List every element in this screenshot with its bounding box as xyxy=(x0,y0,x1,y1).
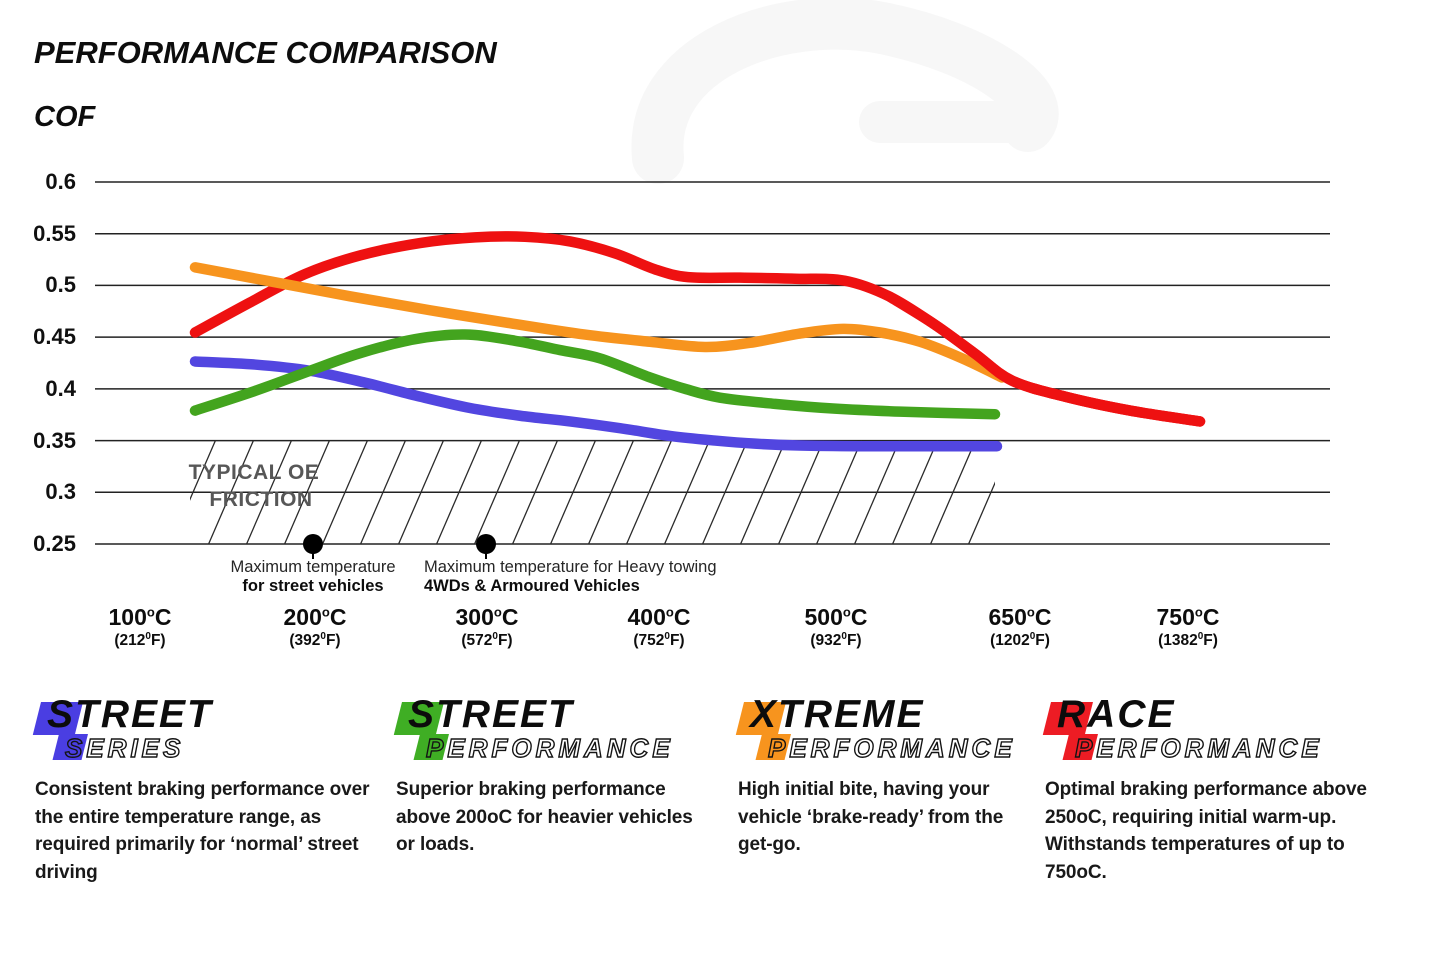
y-tick-label: 0.3 xyxy=(45,479,76,505)
page-title: PERFORMANCE COMPARISON xyxy=(34,35,497,70)
product-card-race-performance: RACE PERFORMANCE Optimal braking perform… xyxy=(1042,693,1385,886)
product-description: Optimal braking performance above 250oC,… xyxy=(1045,779,1367,883)
max-temp-marker xyxy=(476,534,496,554)
series-race-performance xyxy=(884,291,1206,427)
product-description: Consistent braking performance over the … xyxy=(35,779,370,883)
y-axis-title: COF xyxy=(34,101,96,133)
annotation-line2: 4WDs & Armoured Vehicles xyxy=(424,577,640,595)
logo-line2: SERIES xyxy=(64,732,185,763)
product-card-street-performance: STREET PERFORMANCE Superior braking perf… xyxy=(393,693,736,859)
logo-line2: PERFORMANCE xyxy=(1074,732,1323,763)
x-tick-label: 400oC (7520F) xyxy=(627,604,691,650)
product-card-xtreme-performance: XTREME PERFORMANCE High initial bite, ha… xyxy=(735,693,1078,859)
xtreme-performance-logo: XTREME PERFORMANCE xyxy=(735,693,1078,764)
street-performance-logo: STREET PERFORMANCE xyxy=(393,693,736,764)
y-tick-label: 0.5 xyxy=(45,272,76,298)
logo-line1: XTREME xyxy=(750,693,925,736)
product-description: Superior braking performance above 200oC… xyxy=(396,779,693,855)
oe-label-line1: TYPICAL OE xyxy=(188,461,320,484)
y-tick-label: 0.6 xyxy=(45,169,76,194)
oe-friction-label: TYPICAL OE FRICTION xyxy=(183,459,325,513)
logo-line1: STREET xyxy=(408,693,574,736)
max-temp-annotation: Maximum temperature for street vehicles xyxy=(148,558,478,596)
race-performance-logo: RACE PERFORMANCE xyxy=(1042,693,1385,764)
max-temp-marker xyxy=(303,534,323,554)
annotation-line1: Maximum temperature xyxy=(230,558,396,576)
product-card-street-series: STREET SERIES Consistent braking perform… xyxy=(32,693,375,886)
logo-line1: STREET xyxy=(47,693,213,736)
y-tick-label: 0.45 xyxy=(33,324,76,350)
street-series-logo: STREET SERIES xyxy=(32,693,375,764)
x-tick-label: 650oC (12020F) xyxy=(988,604,1052,650)
x-tick-label: 300oC (5720F) xyxy=(455,604,519,650)
oe-label-line2: FRICTION xyxy=(209,488,313,511)
series-xtreme-performance xyxy=(189,262,1008,383)
x-tick-label: 200oC (3920F) xyxy=(283,604,347,650)
background-swoosh xyxy=(631,0,1059,184)
y-tick-label: 0.25 xyxy=(33,531,76,556)
x-tick-label: 750oC (13820F) xyxy=(1156,604,1220,650)
max-temp-annotation: Maximum temperature for Heavy towing 4WDs… xyxy=(424,558,764,596)
y-tick-label: 0.4 xyxy=(45,375,76,401)
logo-line2: PERFORMANCE xyxy=(425,732,674,763)
series-street-series xyxy=(189,356,1003,452)
x-tick-label: 100oC (2120F) xyxy=(108,604,172,650)
annotation-line2: for street vehicles xyxy=(242,577,384,595)
y-tick-label: 0.55 xyxy=(33,220,76,246)
logo-line2: PERFORMANCE xyxy=(767,732,1016,763)
product-description: High initial bite, having your vehicle ‘… xyxy=(738,779,1004,855)
oe-hatch-zone xyxy=(190,440,995,545)
series-street-performance xyxy=(189,329,1001,420)
logo-line1: RACE xyxy=(1057,693,1176,736)
x-tick-label: 500oC (9320F) xyxy=(804,604,868,650)
y-tick-label: 0.35 xyxy=(33,427,76,453)
annotation-line1: Maximum temperature for Heavy towing xyxy=(424,558,717,576)
